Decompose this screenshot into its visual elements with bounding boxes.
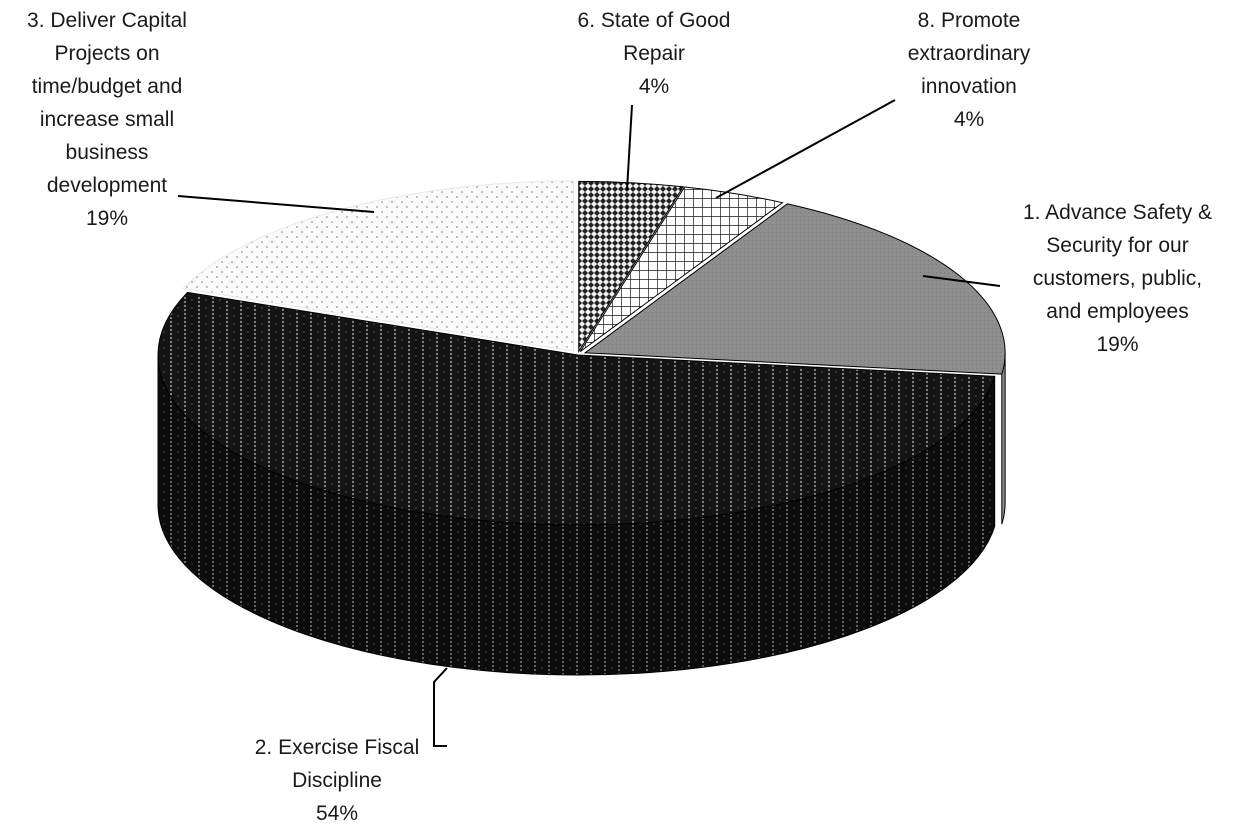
slice-name-text: 8. Promote [917, 9, 1021, 32]
pie-slice [578, 180, 685, 354]
slice-name-text: time/budget and [31, 75, 183, 98]
pie-slice [181, 180, 575, 352]
slice-percent-label: 4% [638, 75, 670, 98]
slice-percent-label: 4% [953, 108, 985, 131]
slice-name-text: Repair [623, 42, 685, 65]
leader-line [177, 195, 375, 213]
slice-name-text: Security for our [1046, 234, 1189, 257]
slice-name-text: customers, public, [1032, 267, 1203, 290]
pie-slice-label: 2. Exercise Fiscal Discipline 54% [232, 731, 442, 830]
slice-name-text: 6. State of Good [577, 9, 731, 32]
slice-name-text: innovation [921, 75, 1017, 98]
leader-line [922, 275, 1001, 287]
pie-slice-label: 6. State of Good Repair 4% [559, 4, 749, 103]
leader-line [626, 104, 633, 191]
pie-slice-label: 8. Promote extraordinary innovation 4% [882, 4, 1056, 136]
pie-slice-label: 3. Deliver Capital Projects on time/budget… [0, 4, 214, 235]
leader-line [433, 667, 448, 747]
pie-slice [157, 291, 996, 526]
pie-slice-side [1001, 352, 1006, 525]
slice-name-text: increase small [39, 108, 175, 131]
slice-name-text: and employees [1046, 300, 1189, 323]
slice-name-text: 2. Exercise Fiscal [254, 736, 420, 759]
slice-name-text: 1. Advance Safety & [1022, 201, 1213, 224]
slice-name-text: Projects on [54, 42, 160, 65]
slice-name-text: Discipline [292, 769, 382, 792]
pie-slice-label: 1. Advance Safety & Security for our custo… [1000, 196, 1233, 361]
slice-name-text: business [65, 141, 149, 164]
slice-percent-label: 19% [1096, 333, 1139, 356]
leader-line [715, 99, 896, 199]
pie-slice [583, 203, 1006, 375]
slice-name-text: 3. Deliver Capital [27, 9, 187, 32]
slice-name-text: development [46, 174, 168, 197]
slice-percent-label: 19% [85, 207, 129, 230]
pie-slice [579, 186, 784, 353]
slice-name-text: extraordinary [907, 42, 1031, 65]
slice-percent-label: 54% [315, 802, 359, 825]
